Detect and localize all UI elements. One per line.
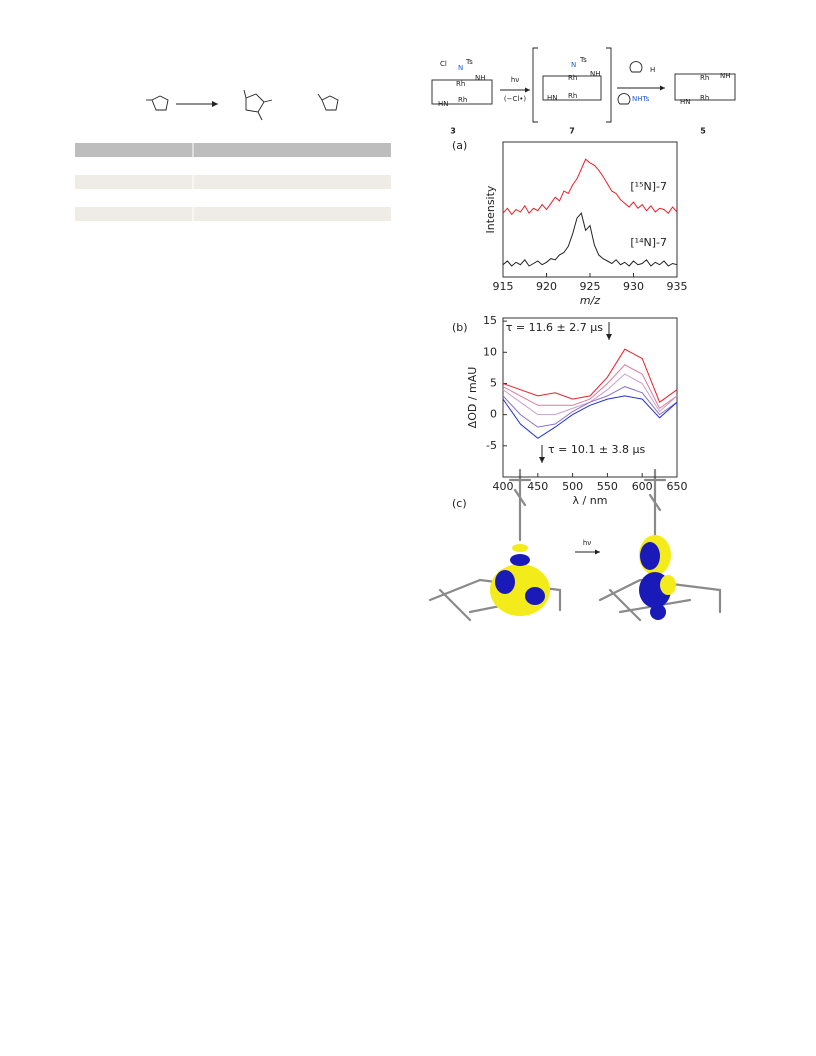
atom: Rh	[700, 74, 709, 82]
atom: HN	[680, 98, 691, 106]
atom: NH	[475, 74, 486, 82]
x-axis-label: λ / nm	[573, 494, 608, 507]
table-row	[75, 175, 391, 189]
data-line	[502, 158, 678, 216]
atom: N	[458, 64, 463, 72]
x-tick-label: 915	[493, 280, 514, 293]
atom: NH	[590, 70, 601, 78]
atom: HN	[547, 94, 558, 102]
arrow-label: hν	[511, 76, 519, 84]
x-tick-label: 450	[527, 480, 548, 493]
atom: Rh	[700, 94, 709, 102]
left-scheme	[146, 89, 339, 121]
y-tick-label: 5	[490, 376, 497, 389]
atom: NH	[720, 72, 731, 80]
table	[75, 143, 391, 222]
compound-number: 3	[450, 127, 456, 136]
orbital-figure: hν	[428, 468, 722, 622]
panel-label: (c)	[452, 497, 467, 510]
atom: Ts	[465, 58, 473, 66]
x-tick-label: 930	[623, 280, 644, 293]
table-header	[75, 143, 391, 157]
atom: Rh	[458, 96, 467, 104]
legend-label: [¹⁴N]-7	[630, 236, 667, 249]
arrow-label: hν	[583, 539, 591, 547]
data-line	[502, 395, 678, 439]
x-tick-label: 925	[580, 280, 601, 293]
atom: H	[650, 66, 655, 74]
panel-label: (a)	[452, 139, 467, 152]
atom: Ts	[579, 56, 587, 64]
table-row	[75, 207, 391, 221]
x-tick-label: 550	[597, 480, 618, 493]
y-axis-label: Intensity	[484, 185, 497, 233]
x-tick-label: 650	[667, 480, 688, 493]
data-line	[502, 348, 678, 403]
annotation-arrowhead	[606, 334, 612, 340]
y-tick-label: -5	[486, 439, 497, 452]
atom: NHTs	[632, 95, 650, 103]
y-tick-label: 10	[483, 345, 497, 358]
y-tick-label: 0	[490, 408, 497, 421]
x-tick-label: 920	[536, 280, 557, 293]
x-tick-label: 400	[493, 480, 514, 493]
annotation-arrowhead	[539, 457, 545, 463]
panel-label: (b)	[452, 321, 468, 334]
atom: Rh	[456, 80, 465, 88]
data-line	[502, 212, 678, 267]
atom: Rh	[568, 92, 577, 100]
atom: Rh	[568, 74, 577, 82]
x-tick-label: 500	[562, 480, 583, 493]
y-axis-label: ΔOD / mAU	[466, 367, 479, 429]
annotation: τ = 11.6 ± 2.7 μs	[506, 321, 604, 334]
x-tick-label: 935	[667, 280, 688, 293]
atom: N	[571, 61, 576, 69]
x-axis-label: m/z	[580, 294, 600, 307]
y-tick-label: 15	[483, 314, 497, 327]
legend-label: [¹⁵N]-7	[630, 180, 667, 193]
data-line	[502, 386, 678, 428]
compound-number: 5	[700, 127, 706, 136]
x-tick-label: 600	[632, 480, 653, 493]
atom: Cl	[440, 60, 447, 68]
annotation: τ = 10.1 ± 3.8 μs	[548, 443, 646, 456]
data-line	[502, 364, 678, 410]
arrow-label: (−Cl•)	[504, 95, 527, 103]
plot-frame	[502, 317, 678, 478]
compound-number: 7	[569, 127, 575, 136]
right-scheme: Cl N Ts Rh Rh NH HN 3 hν (−Cl•) N Ts Rh …	[420, 45, 745, 137]
